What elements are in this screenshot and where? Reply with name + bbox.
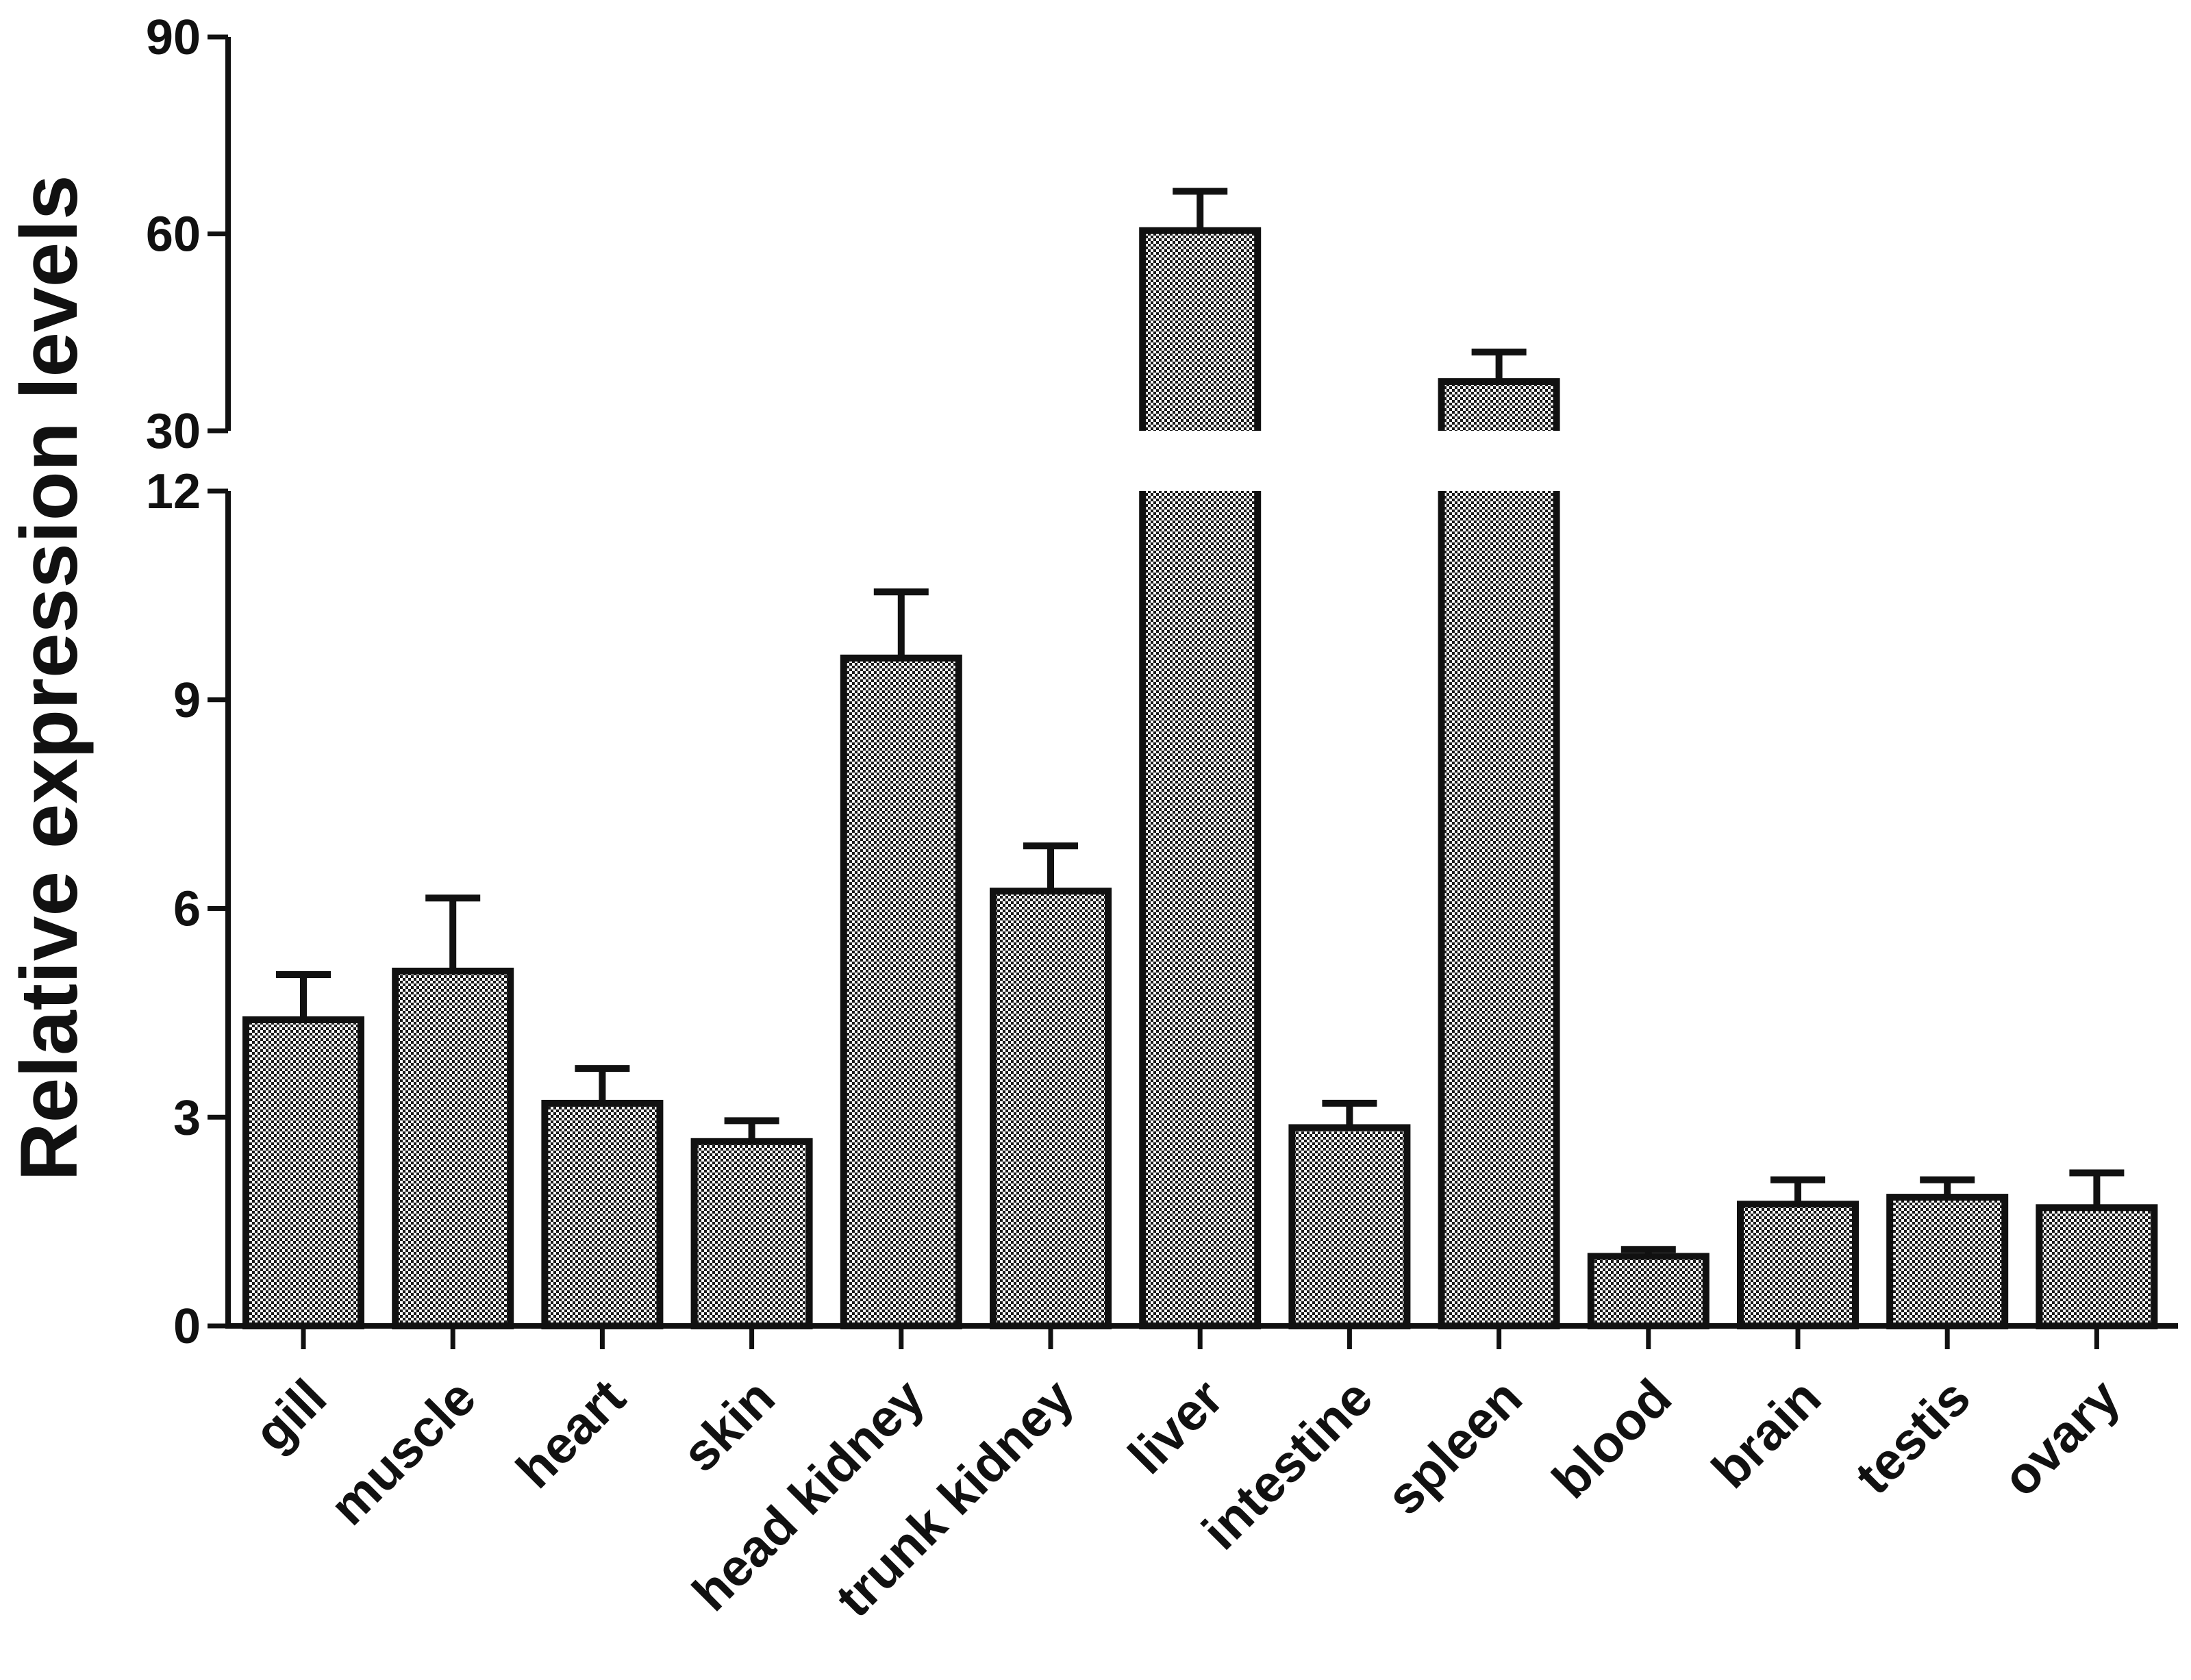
y-tick-label: 0: [173, 1299, 201, 1354]
bar-8-upper: [1441, 381, 1557, 431]
x-tick-label: liver: [1118, 1368, 1235, 1485]
bar-10: [1737, 1201, 1859, 1329]
x-tick-label: spleen: [1375, 1368, 1533, 1526]
y-tick-label: 6: [173, 882, 201, 937]
y-tick-label: 90: [146, 10, 201, 65]
bar-7: [1288, 1124, 1411, 1330]
y-tick-label: 3: [173, 1090, 201, 1145]
bar-8-lower: [1441, 491, 1557, 1326]
x-tick-label: skin: [671, 1368, 786, 1483]
x-tick-label: muscle: [319, 1368, 487, 1536]
y-tick-label: 12: [146, 464, 201, 519]
x-tick-label: ovary: [1992, 1368, 2131, 1508]
x-tick-label: heart: [505, 1368, 637, 1500]
bar-5: [990, 888, 1112, 1329]
bar-0: [242, 1016, 364, 1329]
bar-9: [1587, 1253, 1710, 1329]
x-tick-label: testis: [1844, 1368, 1981, 1505]
axes-group: [208, 34, 2178, 1349]
bar-4: [840, 654, 962, 1329]
y-tick-label: 9: [173, 673, 201, 728]
bar-11: [1886, 1194, 2009, 1329]
bars-group: [242, 188, 2158, 1330]
x-tick-label: blood: [1541, 1368, 1682, 1509]
bar-6-lower: [1142, 491, 1258, 1326]
bar-3: [690, 1138, 813, 1330]
y-axis-title: Relative expression levels: [4, 175, 95, 1181]
bar-2: [541, 1099, 664, 1330]
x-tick-label: gill: [243, 1368, 338, 1463]
bar-6-upper: [1142, 230, 1258, 431]
x-tick-label: brain: [1701, 1368, 1832, 1499]
y-tick-label: 30: [146, 404, 201, 459]
bar-12: [2036, 1204, 2158, 1330]
bar-1: [392, 967, 514, 1330]
y-tick-label: 60: [146, 208, 201, 262]
